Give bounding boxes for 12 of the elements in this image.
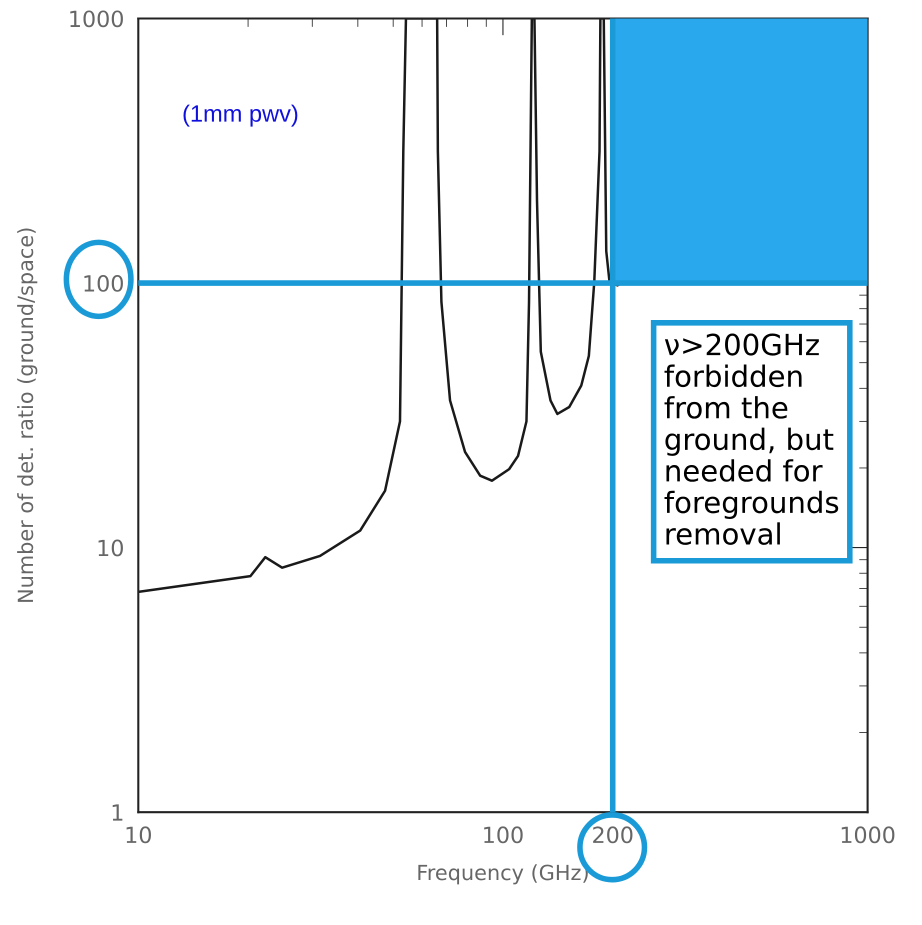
y-tick-label: 100	[84, 275, 123, 292]
x-tick-label: 100	[484, 826, 523, 844]
y-axis-title: Number of det. ratio (ground/space)	[17, 228, 38, 602]
y-tick-label: 10	[98, 540, 123, 556]
y-tick-label: 1000	[70, 10, 123, 28]
annotation: ν>200GHz forbidden from the ground, but needed for foregrounds removal	[664, 334, 838, 545]
x-axis-title: Frequency (GHz)	[418, 864, 588, 884]
annotation: (1mm pwv)	[184, 104, 298, 127]
y-tick-label: 1	[112, 804, 122, 821]
x-tick-label: 200	[593, 826, 632, 844]
x-tick-label: 10	[126, 826, 151, 844]
x-tick-label: 1000	[842, 826, 894, 844]
